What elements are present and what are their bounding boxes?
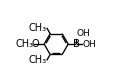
Text: OH: OH [76,29,90,38]
Text: B: B [73,39,80,49]
Text: CH₃: CH₃ [28,23,47,33]
Text: CH₃: CH₃ [28,55,47,65]
Text: CH₃: CH₃ [16,39,34,49]
Text: O: O [32,39,39,49]
Text: OH: OH [82,40,96,49]
